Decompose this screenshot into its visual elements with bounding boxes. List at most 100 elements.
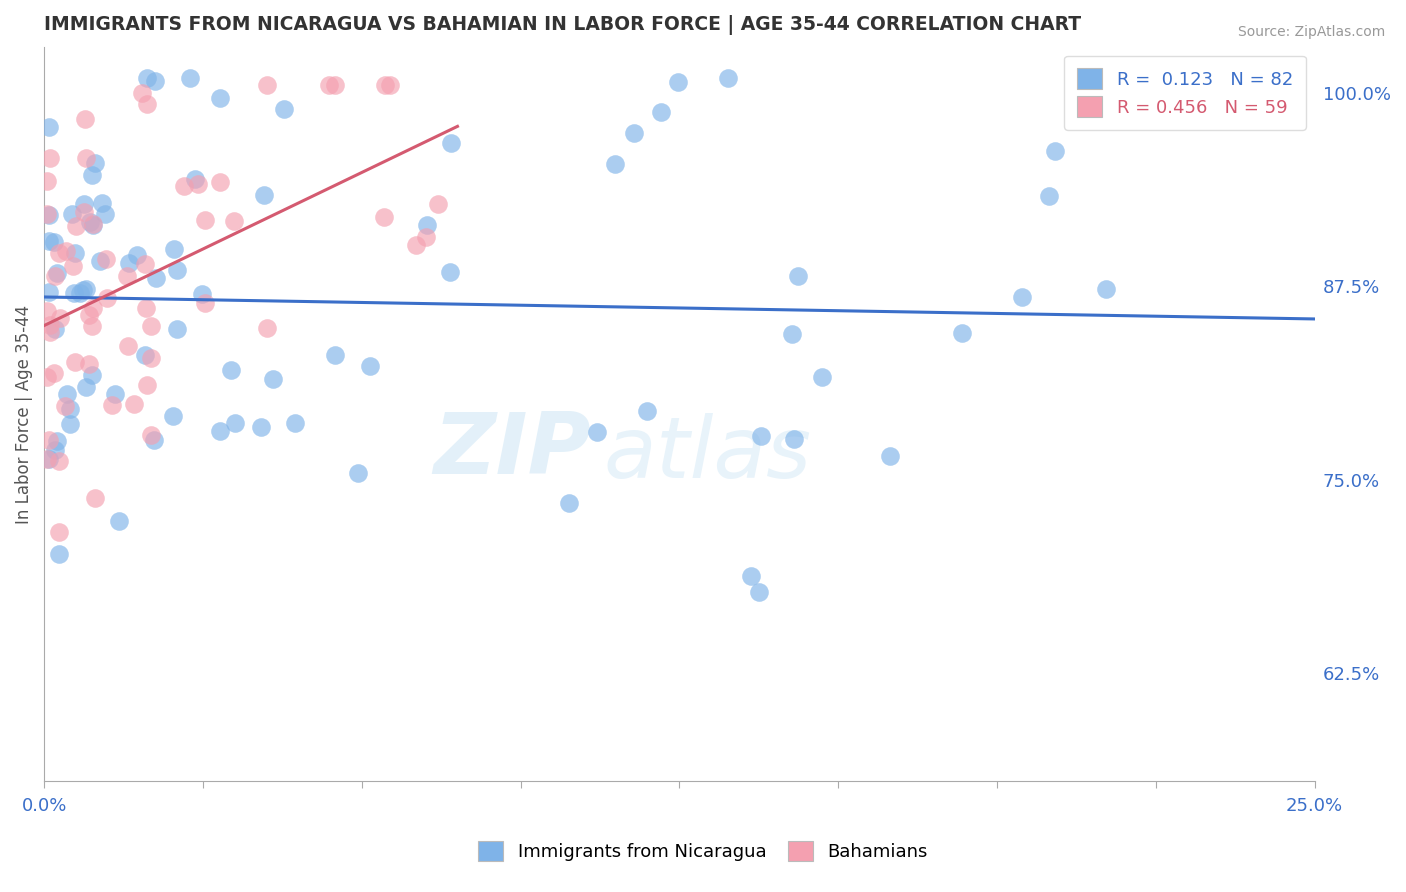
Point <box>59 417 82 432</box>
Point <box>65 219 87 233</box>
Point <box>209 91 232 105</box>
Point <box>80 368 103 383</box>
Point <box>44 443 66 458</box>
Point <box>952 326 974 340</box>
Point <box>48 246 70 260</box>
Point <box>603 156 626 170</box>
Point <box>80 168 103 182</box>
Point <box>186 177 208 191</box>
Point <box>44 268 66 283</box>
Point <box>1038 188 1060 202</box>
Point <box>39 151 62 165</box>
Point <box>35 452 58 467</box>
Point <box>118 256 141 270</box>
Point <box>35 174 58 188</box>
Point <box>811 369 834 384</box>
Point <box>1011 290 1033 304</box>
Point <box>39 318 62 332</box>
Point <box>374 78 396 93</box>
Point <box>63 246 86 260</box>
Point <box>179 70 201 85</box>
Y-axis label: In Labor Force | Age 35-44: In Labor Force | Age 35-44 <box>15 304 32 524</box>
Point <box>79 357 101 371</box>
Point <box>284 416 307 430</box>
Point <box>439 265 461 279</box>
Point <box>35 369 58 384</box>
Point <box>323 78 346 93</box>
Point <box>139 318 162 333</box>
Point <box>125 247 148 261</box>
Point <box>190 287 212 301</box>
Point <box>49 311 72 326</box>
Point <box>416 218 439 232</box>
Point <box>194 296 217 310</box>
Point <box>1095 282 1118 296</box>
Point <box>405 238 427 252</box>
Point <box>879 449 901 463</box>
Legend: Immigrants from Nicaragua, Bahamians: Immigrants from Nicaragua, Bahamians <box>465 828 941 874</box>
Point <box>346 467 368 481</box>
Point <box>163 242 186 256</box>
Point <box>782 433 804 447</box>
Point <box>101 399 124 413</box>
Point <box>80 319 103 334</box>
Point <box>134 348 156 362</box>
Point <box>96 291 118 305</box>
Point <box>380 78 402 93</box>
Point <box>224 416 246 430</box>
Point <box>115 268 138 283</box>
Point <box>48 525 70 540</box>
Point <box>558 496 581 510</box>
Point <box>373 211 395 225</box>
Point <box>56 386 79 401</box>
Point <box>73 112 96 126</box>
Point <box>136 97 159 112</box>
Point <box>323 348 346 362</box>
Text: Source: ZipAtlas.com: Source: ZipAtlas.com <box>1237 25 1385 39</box>
Point <box>117 339 139 353</box>
Point <box>46 266 69 280</box>
Point <box>184 172 207 186</box>
Point <box>72 284 94 298</box>
Point <box>440 136 463 150</box>
Point <box>79 214 101 228</box>
Point <box>222 213 245 227</box>
Point <box>55 244 77 259</box>
Point <box>82 217 104 231</box>
Point <box>782 327 804 342</box>
Point <box>256 78 278 93</box>
Point <box>83 156 105 170</box>
Point <box>134 258 156 272</box>
Point <box>53 399 76 413</box>
Point <box>75 152 97 166</box>
Point <box>166 262 188 277</box>
Point <box>42 366 65 380</box>
Point <box>253 187 276 202</box>
Point <box>650 105 672 120</box>
Point <box>82 218 104 232</box>
Text: IMMIGRANTS FROM NICARAGUA VS BAHAMIAN IN LABOR FORCE | AGE 35-44 CORRELATION CHA: IMMIGRANTS FROM NICARAGUA VS BAHAMIAN IN… <box>44 15 1081 35</box>
Point <box>48 547 70 561</box>
Point <box>636 404 658 418</box>
Point <box>135 377 157 392</box>
Point <box>91 196 114 211</box>
Point <box>426 197 449 211</box>
Point <box>89 254 111 268</box>
Point <box>209 424 232 438</box>
Point <box>740 569 762 583</box>
Point <box>751 428 773 442</box>
Point <box>73 197 96 211</box>
Point <box>38 433 60 447</box>
Point <box>96 252 118 267</box>
Point <box>131 86 153 100</box>
Point <box>135 70 157 85</box>
Point <box>42 235 65 249</box>
Point <box>38 234 60 248</box>
Point <box>716 70 738 85</box>
Point <box>256 321 278 335</box>
Point <box>262 372 284 386</box>
Point <box>44 322 66 336</box>
Point <box>273 103 295 117</box>
Point <box>48 454 70 468</box>
Point <box>623 126 645 140</box>
